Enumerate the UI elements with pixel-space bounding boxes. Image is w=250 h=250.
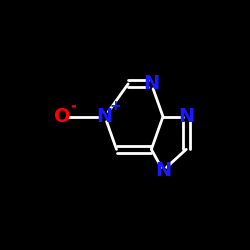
- Text: N: N: [97, 107, 113, 126]
- Text: +: +: [110, 99, 121, 113]
- Text: N: N: [143, 74, 160, 94]
- Text: O: O: [54, 107, 70, 126]
- Text: N: N: [155, 161, 171, 180]
- Text: N: N: [178, 107, 194, 126]
- Text: -: -: [70, 99, 76, 113]
